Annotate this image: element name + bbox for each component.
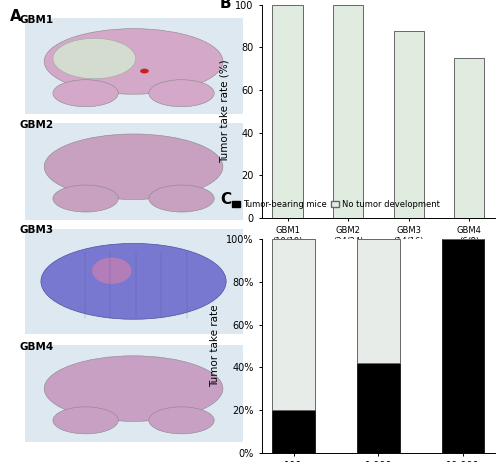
Bar bbox=[24, 229, 242, 334]
Text: C: C bbox=[220, 192, 231, 207]
Bar bbox=[272, 239, 315, 410]
Bar bbox=[272, 5, 302, 218]
Bar bbox=[24, 18, 242, 115]
Bar bbox=[24, 345, 242, 442]
Text: GBM1: GBM1 bbox=[20, 15, 54, 25]
Legend: Tumor-bearing mice, No tumor development: Tumor-bearing mice, No tumor development bbox=[228, 196, 443, 212]
Bar bbox=[333, 5, 364, 218]
X-axis label: Tumor-bearing mice/total: Tumor-bearing mice/total bbox=[313, 251, 444, 261]
Ellipse shape bbox=[53, 185, 118, 212]
Ellipse shape bbox=[44, 134, 223, 200]
Ellipse shape bbox=[53, 407, 118, 434]
Ellipse shape bbox=[149, 407, 214, 434]
Ellipse shape bbox=[149, 80, 214, 107]
Ellipse shape bbox=[149, 185, 214, 212]
Bar bbox=[394, 31, 424, 218]
Bar bbox=[357, 363, 400, 453]
Ellipse shape bbox=[53, 80, 118, 107]
Ellipse shape bbox=[41, 243, 226, 319]
Bar bbox=[357, 239, 400, 363]
Bar bbox=[442, 239, 484, 453]
Ellipse shape bbox=[140, 69, 149, 73]
Bar bbox=[454, 58, 484, 218]
Ellipse shape bbox=[53, 38, 136, 79]
Text: GBM2: GBM2 bbox=[20, 120, 54, 130]
Ellipse shape bbox=[44, 356, 223, 421]
Ellipse shape bbox=[92, 258, 132, 284]
Y-axis label: Tumor take rate (%): Tumor take rate (%) bbox=[220, 60, 230, 163]
Bar bbox=[24, 123, 242, 220]
Text: GBM3: GBM3 bbox=[20, 225, 54, 236]
Text: A: A bbox=[10, 9, 22, 24]
Bar bbox=[272, 410, 315, 453]
Text: B: B bbox=[220, 0, 232, 11]
Text: GBM4: GBM4 bbox=[20, 342, 54, 352]
Ellipse shape bbox=[44, 29, 223, 94]
Y-axis label: Tumor take rate: Tumor take rate bbox=[210, 305, 220, 387]
